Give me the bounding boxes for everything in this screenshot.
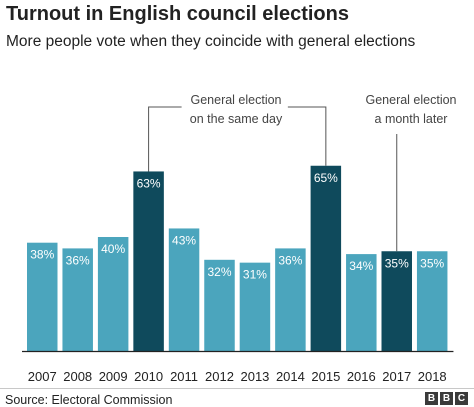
value-label-2010: 63% — [137, 176, 161, 190]
bar-2008 — [62, 248, 93, 351]
annotation-same-day-line: General election — [190, 93, 281, 107]
tick-label-2011: 2011 — [170, 369, 198, 384]
footer-divider — [0, 388, 474, 389]
bar-2014 — [275, 248, 306, 351]
bar-2009 — [97, 237, 129, 351]
annotation-month-later-line: a month later — [375, 112, 448, 126]
chart-subtitle: More people vote when they coincide with… — [6, 33, 416, 50]
annotation-leader-2015 — [287, 106, 327, 166]
annotation-leader-2010 — [148, 106, 182, 172]
value-label-2017: 35% — [385, 256, 409, 270]
bbc-logo-letter: B — [440, 392, 453, 405]
tick-label-2015: 2015 — [311, 369, 340, 384]
source-note: Source: Electoral Commission — [5, 393, 173, 407]
value-label-2007: 38% — [30, 248, 54, 262]
tick-label-2013: 2013 — [240, 369, 269, 384]
tick-label-2016: 2016 — [347, 369, 376, 384]
chart-title: Turnout in English council elections — [6, 3, 349, 25]
value-label-2009: 40% — [101, 242, 125, 256]
bbc-logo: B B C — [425, 392, 468, 405]
value-label-2015: 65% — [314, 171, 338, 185]
bar-2015 — [310, 165, 342, 351]
tick-label-2012: 2012 — [205, 369, 234, 384]
value-label-2011: 43% — [172, 233, 196, 247]
tick-label-2018: 2018 — [418, 369, 447, 384]
bbc-logo-letter: B — [425, 392, 438, 405]
tick-label-2010: 2010 — [134, 369, 163, 384]
bar-2012 — [204, 259, 235, 351]
tick-label-2017: 2017 — [382, 369, 411, 384]
tick-label-2007: 2007 — [28, 369, 57, 384]
tick-label-2014: 2014 — [276, 369, 305, 384]
bar-2016 — [346, 254, 377, 351]
tick-label-2008: 2008 — [63, 369, 92, 384]
value-label-2014: 36% — [278, 253, 302, 267]
bar-2018 — [416, 251, 448, 351]
value-label-2013: 31% — [243, 268, 267, 282]
value-label-2008: 36% — [66, 253, 90, 267]
tick-label-2009: 2009 — [99, 369, 128, 384]
value-label-2018: 35% — [420, 256, 444, 270]
bar-chart: 38% 2007 36% 2008 40% 2009 63% 2010 43% 2011 32% 20… — [22, 93, 457, 384]
bbc-logo-letter: C — [455, 392, 468, 405]
value-label-2012: 32% — [207, 265, 231, 279]
annotation-month-later-line: General election — [365, 93, 456, 107]
bar-2011 — [168, 228, 200, 351]
bar-2007 — [27, 242, 58, 351]
value-label-2016: 34% — [349, 259, 373, 273]
annotation-same-day-line: on the same day — [190, 112, 283, 126]
bar-2010 — [133, 171, 164, 351]
bar-2017 — [381, 251, 412, 351]
bar-2013 — [239, 262, 271, 351]
